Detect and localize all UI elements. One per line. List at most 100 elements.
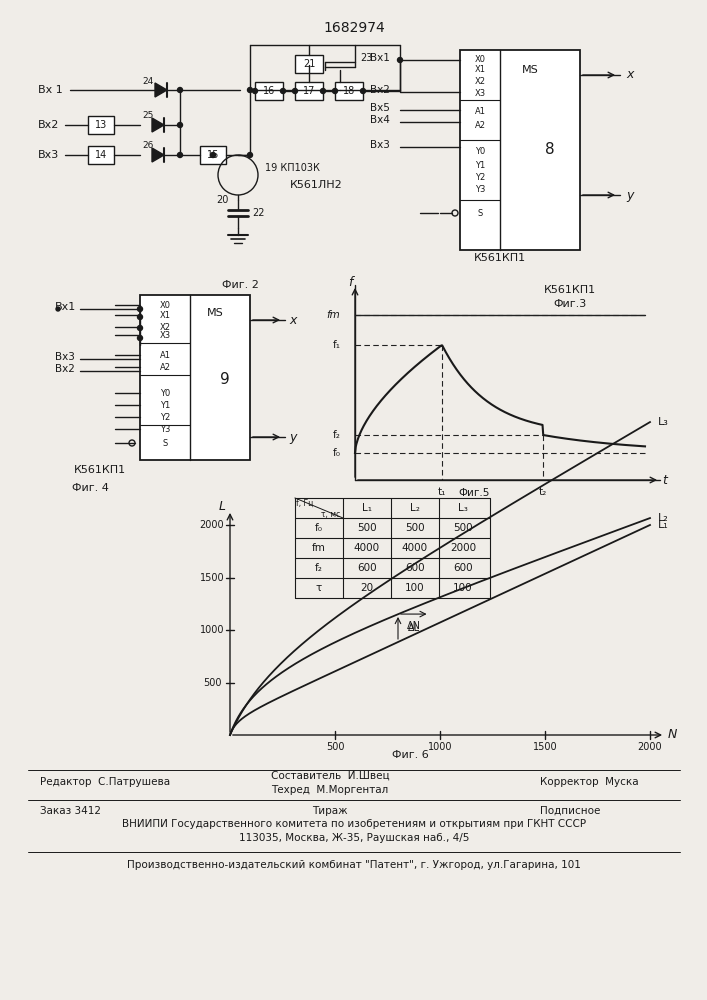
- Text: t₂: t₂: [539, 487, 547, 497]
- Text: ΔN: ΔN: [407, 621, 421, 631]
- Text: t: t: [662, 474, 667, 487]
- Text: 100: 100: [405, 583, 425, 593]
- Text: A2: A2: [474, 120, 486, 129]
- Text: 13: 13: [95, 120, 107, 130]
- Text: Производственно-издательский комбинат "Патент", г. Ужгород, ул.Гагарина, 101: Производственно-издательский комбинат "П…: [127, 860, 581, 870]
- Circle shape: [320, 89, 325, 94]
- Text: Вх2: Вх2: [55, 364, 75, 374]
- Text: MS: MS: [522, 65, 538, 75]
- Text: f, Гц: f, Гц: [296, 498, 314, 508]
- Text: A2: A2: [160, 362, 170, 371]
- Text: L₁: L₁: [658, 520, 669, 530]
- Circle shape: [177, 122, 182, 127]
- Text: X2: X2: [474, 78, 486, 87]
- Text: 113035, Москва, Ж-35, Раушская наб., 4/5: 113035, Москва, Ж-35, Раушская наб., 4/5: [239, 833, 469, 843]
- Text: L: L: [218, 500, 226, 514]
- Circle shape: [332, 89, 337, 94]
- Text: 26: 26: [142, 141, 153, 150]
- Circle shape: [397, 57, 402, 62]
- Text: Y3: Y3: [475, 186, 485, 194]
- Text: К561КП1: К561КП1: [474, 253, 526, 263]
- Text: Фиг.3: Фиг.3: [554, 299, 587, 309]
- Text: Заказ 3412: Заказ 3412: [40, 806, 101, 816]
- Text: 4000: 4000: [354, 543, 380, 553]
- Text: 500: 500: [203, 678, 221, 688]
- Text: К561КП1: К561КП1: [74, 465, 126, 475]
- Text: X1: X1: [474, 66, 486, 75]
- Text: 22: 22: [252, 208, 264, 218]
- Text: Фиг. 4: Фиг. 4: [71, 483, 108, 493]
- Text: К561КП1: К561КП1: [544, 285, 596, 295]
- Text: 18: 18: [343, 86, 355, 96]
- Text: 20: 20: [216, 195, 228, 205]
- Text: 500: 500: [326, 742, 344, 752]
- Bar: [255, 82, 283, 100]
- Text: ΔL: ΔL: [408, 623, 420, 633]
- Text: 2000: 2000: [450, 543, 476, 553]
- Text: 15: 15: [207, 150, 219, 160]
- Circle shape: [137, 306, 143, 312]
- Text: τ: τ: [316, 583, 322, 593]
- Text: 20: 20: [361, 583, 373, 593]
- Circle shape: [137, 314, 143, 320]
- Text: N: N: [667, 728, 677, 742]
- Text: 23: 23: [360, 53, 373, 63]
- Text: Вх5: Вх5: [370, 103, 390, 113]
- Text: 600: 600: [405, 563, 425, 573]
- Text: y: y: [626, 188, 633, 202]
- Text: Техред  М.Моргентал: Техред М.Моргентал: [271, 785, 389, 795]
- Text: Y3: Y3: [160, 424, 170, 434]
- Circle shape: [137, 326, 143, 330]
- Circle shape: [281, 89, 286, 94]
- Circle shape: [247, 152, 252, 157]
- Text: Вх3: Вх3: [38, 150, 59, 160]
- Text: 16: 16: [263, 86, 275, 96]
- Circle shape: [211, 152, 216, 157]
- Text: 4000: 4000: [402, 543, 428, 553]
- Text: fm: fm: [312, 543, 326, 553]
- Text: Фиг. 2: Фиг. 2: [221, 280, 259, 290]
- Text: Вх2: Вх2: [38, 120, 59, 130]
- Text: Вх2: Вх2: [370, 85, 390, 95]
- Text: A1: A1: [474, 107, 486, 116]
- Text: X0: X0: [160, 300, 170, 310]
- Text: Составитель  И.Швец: Составитель И.Швец: [271, 771, 390, 781]
- Polygon shape: [152, 148, 164, 162]
- Text: ВНИИПИ Государственного комитета по изобретениям и открытиям при ГКНТ СССР: ВНИИПИ Государственного комитета по изоб…: [122, 819, 586, 829]
- Circle shape: [252, 89, 257, 94]
- Circle shape: [247, 88, 252, 93]
- Text: A1: A1: [160, 351, 170, 360]
- Bar: [460, 50, 580, 250]
- Text: X0: X0: [474, 55, 486, 64]
- Text: L₂: L₂: [658, 513, 669, 523]
- Text: 2000: 2000: [199, 520, 224, 530]
- Text: Фиг.5: Фиг.5: [459, 488, 490, 498]
- Text: Y2: Y2: [160, 412, 170, 422]
- Text: y: y: [289, 430, 297, 444]
- Text: S: S: [163, 438, 168, 448]
- Text: f₀: f₀: [333, 448, 341, 458]
- Text: f₀: f₀: [315, 523, 323, 533]
- Polygon shape: [152, 118, 164, 132]
- Text: f₁: f₁: [333, 340, 341, 350]
- Circle shape: [137, 336, 143, 340]
- Text: 600: 600: [453, 563, 473, 573]
- Text: Тираж: Тираж: [312, 806, 348, 816]
- Bar: [295, 55, 323, 73]
- Bar: [295, 82, 323, 100]
- Text: Редактор  С.Патрушева: Редактор С.Патрушева: [40, 777, 170, 787]
- Text: 17: 17: [303, 86, 315, 96]
- Text: 8: 8: [545, 142, 555, 157]
- Text: К561ЛН2: К561ЛН2: [290, 180, 343, 190]
- Text: Вх1: Вх1: [55, 302, 76, 312]
- Text: L₁: L₁: [362, 503, 372, 513]
- Text: 1682974: 1682974: [323, 21, 385, 35]
- Text: τ, мс: τ, мс: [322, 510, 341, 518]
- Text: x: x: [626, 68, 633, 82]
- Circle shape: [361, 89, 366, 94]
- Text: Вх1: Вх1: [370, 53, 390, 63]
- Text: X3: X3: [474, 89, 486, 98]
- Polygon shape: [155, 83, 167, 97]
- Text: 21: 21: [303, 59, 315, 69]
- Text: X3: X3: [160, 330, 170, 340]
